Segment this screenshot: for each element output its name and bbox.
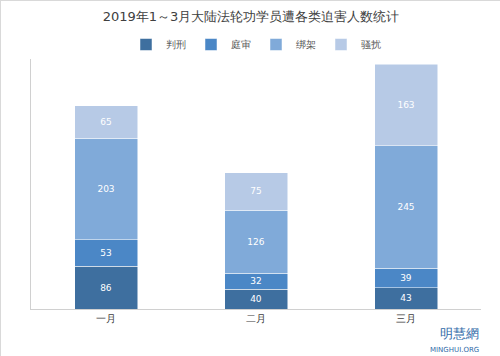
svg-text:245: 245 <box>397 202 414 212</box>
svg-text:75: 75 <box>250 186 261 196</box>
svg-text:绑架: 绑架 <box>296 39 316 50</box>
svg-text:32: 32 <box>250 276 261 286</box>
svg-text:86: 86 <box>100 283 112 293</box>
svg-text:2019年1～3月大陆法轮功学员遭各类迫害人数统计: 2019年1～3月大陆法轮功学员遭各类迫害人数统计 <box>103 9 400 24</box>
svg-text:判刑: 判刑 <box>166 39 186 50</box>
svg-text:163: 163 <box>397 100 414 110</box>
svg-text:40: 40 <box>250 294 262 304</box>
svg-text:126: 126 <box>247 237 264 247</box>
svg-text:39: 39 <box>400 273 412 283</box>
svg-text:MINGHUI.ORG: MINGHUI.ORG <box>430 346 479 354</box>
svg-text:二月: 二月 <box>246 313 266 324</box>
svg-text:三月: 三月 <box>396 313 416 324</box>
svg-text:明慧網: 明慧網 <box>440 326 479 341</box>
svg-text:庭审: 庭审 <box>231 39 251 50</box>
svg-text:65: 65 <box>100 117 111 127</box>
svg-text:骚扰: 骚扰 <box>361 39 381 50</box>
svg-text:53: 53 <box>100 248 111 258</box>
svg-text:43: 43 <box>400 293 411 303</box>
svg-text:一月: 一月 <box>96 313 116 324</box>
svg-text:203: 203 <box>97 184 114 194</box>
